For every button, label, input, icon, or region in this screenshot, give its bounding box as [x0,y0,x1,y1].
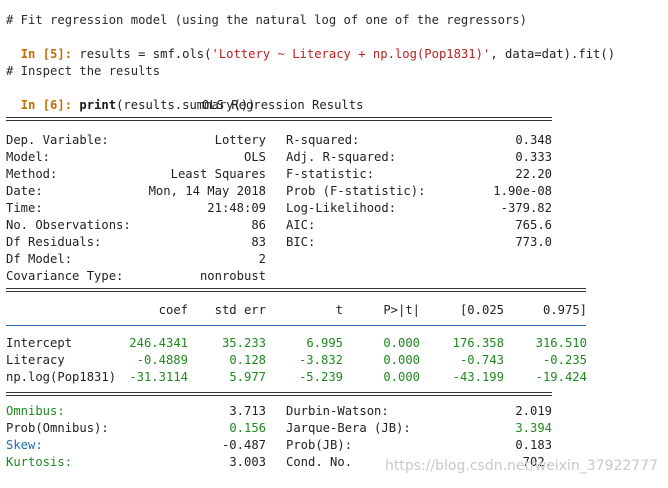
stat-value: 22.20 [515,167,552,181]
coef-header-cell: std err [214,303,266,317]
diag-label: Cond. No. [286,455,353,469]
coef-cell: 176.358 [452,336,504,350]
coef-cell: 0.128 [229,353,266,367]
cell-prompt-6: In [6]: [20,98,73,112]
coef-cell: -0.4889 [136,353,188,367]
diag-label: Durbin-Watson: [286,404,389,418]
rule-mid [6,288,586,292]
stat-value: 0.333 [515,150,552,164]
summary-title: OLS Regression Results [202,98,364,112]
stat-value: 773.0 [515,235,552,249]
info-label: Method: [6,167,58,181]
coef-header-cell: 0.975] [542,303,587,317]
rule-bottom [6,392,552,396]
coef-cell: -43.199 [452,370,504,384]
coef-header-cell: coef [158,303,188,317]
diag-label: Prob(Omnibus): [6,421,109,435]
code-text: results = smf.ols( [72,47,212,61]
stat-label: AIC: [286,218,316,232]
diag-label: Jarque-Bera (JB): [286,421,411,435]
info-value: Mon, 14 May 2018 [148,184,266,198]
coef-row-name: np.log(Pop1831) [6,370,117,384]
diag-value: 3.394 [515,421,552,435]
stat-label: BIC: [286,235,316,249]
stat-value: -379.82 [500,201,552,215]
code-text: (results.summary()) [116,98,256,112]
diag-value: 702. [522,455,552,469]
coef-cell: 0.000 [383,370,420,384]
stat-label: Log-Likelihood: [286,201,397,215]
diag-value: -0.487 [221,438,266,452]
diag-value: 3.003 [229,455,266,469]
code-keyword: print [79,98,117,112]
coef-cell: -5.239 [298,370,343,384]
info-value: 21:48:09 [207,201,266,215]
info-label: Covariance Type: [6,269,124,283]
code-line-fit[interactable]: In [5]: results = smf.ols('Lottery ~ Lit… [6,29,615,61]
coef-cell: 0.000 [383,353,420,367]
info-value: 83 [251,235,266,249]
diag-label: Kurtosis: [6,455,73,469]
info-label: Df Residuals: [6,235,102,249]
info-value: OLS [243,150,266,164]
coef-header-cell: [0.025 [459,303,504,317]
diag-label: Skew: [6,438,43,452]
stat-value: 0.348 [515,133,552,147]
info-value: Least Squares [170,167,266,181]
coef-row-name: Literacy [6,353,65,367]
info-label: Df Model: [6,252,73,266]
coef-cell: -0.743 [459,353,504,367]
coef-cell: -31.3114 [129,370,188,384]
diag-value: 2.019 [515,404,552,418]
coef-header-cell: P>|t| [383,303,420,317]
code-text: , data=dat).fit() [490,47,616,61]
stat-label: F-statistic: [286,167,375,181]
watermark: https://blog.csdn.net/weixin_37922777 [384,458,658,474]
coef-cell: -0.235 [542,353,587,367]
diag-label: Omnibus: [6,404,65,418]
info-label: Model: [6,150,51,164]
rule-top [6,117,552,121]
diag-value: 0.183 [515,438,552,452]
coef-cell: 35.233 [221,336,266,350]
code-comment-inspect: # Inspect the results [6,64,161,78]
rule-coef-header [6,325,586,326]
code-comment-fit: # Fit regression model (using the natura… [6,13,527,27]
info-value: nonrobust [199,269,266,283]
info-value: 86 [251,218,266,232]
stat-value: 765.6 [515,218,552,232]
coef-cell: 246.4341 [129,336,188,350]
info-label: Date: [6,184,43,198]
code-string: 'Lottery ~ Literacy + np.log(Pop1831)' [211,47,491,61]
stat-label: R-squared: [286,133,360,147]
info-label: Time: [6,201,43,215]
coef-cell: -3.832 [298,353,343,367]
info-label: No. Observations: [6,218,131,232]
coef-cell: 5.977 [229,370,266,384]
coef-row-name: Intercept [6,336,73,350]
coef-header-cell: t [335,303,343,317]
coef-cell: 6.995 [306,336,343,350]
stat-value: 1.90e-08 [493,184,552,198]
coef-cell: -19.424 [535,370,587,384]
coef-cell: 0.000 [383,336,420,350]
coef-cell: 316.510 [535,336,587,350]
info-label: Dep. Variable: [6,133,109,147]
diag-value: 3.713 [229,404,266,418]
info-value: Lottery [214,133,266,147]
code-line-print[interactable]: In [6]: print(results.summary()) [6,80,256,112]
stat-label: Prob (F-statistic): [286,184,426,198]
cell-prompt-5: In [5]: [20,47,73,61]
diag-value: 0.156 [229,421,266,435]
diag-label: Prob(JB): [286,438,353,452]
info-value: 2 [258,252,266,266]
stat-label: Adj. R-squared: [286,150,397,164]
